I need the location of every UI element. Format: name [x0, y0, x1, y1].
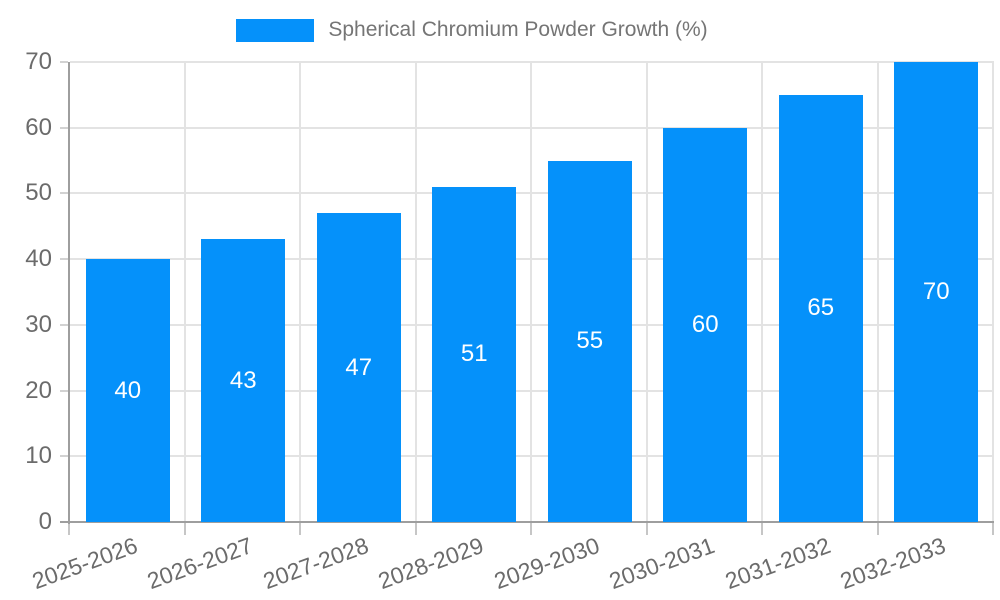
gridline-horizontal — [70, 192, 994, 195]
bar-2029-2030[interactable]: 55 — [547, 160, 632, 522]
x-tick-label: 2032-2033 — [836, 532, 950, 595]
gridline-horizontal — [70, 61, 994, 63]
y-tick-label: 30 — [25, 310, 52, 338]
bar-value-label: 51 — [460, 340, 488, 368]
gridline-horizontal — [70, 323, 994, 326]
gridline-vertical — [992, 62, 994, 522]
gridline-horizontal — [70, 258, 994, 261]
x-axis-line — [60, 521, 994, 523]
gridline-vertical — [876, 62, 879, 522]
bar-value-label: 40 — [114, 376, 142, 404]
gridline-horizontal — [70, 126, 994, 129]
y-tick-label: 40 — [25, 245, 52, 273]
gridline-horizontal — [70, 389, 994, 392]
y-axis-tick — [60, 61, 68, 63]
y-tick-label: 50 — [25, 179, 52, 207]
gridline-vertical — [183, 62, 186, 522]
y-tick-label: 70 — [25, 48, 52, 75]
bar-value-label: 47 — [345, 353, 373, 381]
legend[interactable]: Spherical Chromium Powder Growth (%) — [0, 18, 972, 42]
x-axis-tick — [530, 523, 532, 535]
y-axis-tick — [60, 258, 68, 261]
bar-value-label: 55 — [576, 327, 604, 355]
legend-swatch — [236, 18, 315, 42]
bar-2027-2028[interactable]: 47 — [316, 213, 401, 522]
x-axis-tick — [761, 523, 763, 535]
bar-2030-2031[interactable]: 60 — [663, 127, 748, 522]
x-tick-label: 2026-2027 — [143, 532, 257, 595]
bar-2026-2027[interactable]: 43 — [201, 239, 286, 522]
x-axis-tick — [68, 523, 70, 535]
y-axis-tick — [60, 389, 68, 392]
x-axis-tick — [645, 523, 648, 535]
y-axis-line — [68, 62, 70, 524]
y-axis-tick — [60, 323, 68, 326]
y-axis-tick — [60, 192, 68, 195]
gridline-vertical — [299, 62, 301, 522]
gridline-vertical — [645, 62, 648, 522]
x-tick-label: 2027-2028 — [259, 532, 372, 595]
gridline-vertical — [530, 62, 532, 522]
x-axis-tick — [876, 523, 879, 535]
x-axis-tick — [414, 523, 417, 535]
y-tick-label: 60 — [25, 113, 52, 141]
bar-value-label: 70 — [922, 278, 950, 305]
bar-2028-2029[interactable]: 51 — [432, 186, 517, 522]
gridline-vertical — [414, 62, 417, 522]
y-tick-label: 10 — [25, 442, 52, 470]
x-tick-label: 2029-2030 — [490, 532, 603, 595]
x-tick-label: 2031-2032 — [721, 532, 834, 595]
bar-value-label: 65 — [807, 294, 835, 322]
x-tick-label: 2028-2029 — [374, 532, 488, 595]
y-tick-label: 20 — [25, 376, 52, 404]
x-axis-tick — [299, 523, 301, 535]
bar-value-label: 60 — [691, 310, 719, 338]
bar-2025-2026[interactable]: 40 — [85, 259, 170, 522]
bar-value-label: 43 — [229, 366, 257, 394]
gridline-vertical — [761, 62, 763, 522]
x-tick-label: 2030-2031 — [605, 532, 719, 595]
x-axis-tick — [992, 523, 994, 535]
bar-2031-2032[interactable]: 65 — [778, 94, 863, 522]
y-tick-label: 0 — [38, 508, 52, 535]
y-axis-tick — [60, 126, 68, 129]
y-axis-tick — [60, 455, 68, 458]
x-axis-tick — [183, 523, 186, 535]
gridline-horizontal — [70, 455, 994, 458]
legend-label: Spherical Chromium Powder Growth (%) — [328, 18, 708, 41]
x-tick-label: 2025-2026 — [28, 532, 141, 595]
bar-2032-2033[interactable]: 70 — [894, 62, 979, 522]
